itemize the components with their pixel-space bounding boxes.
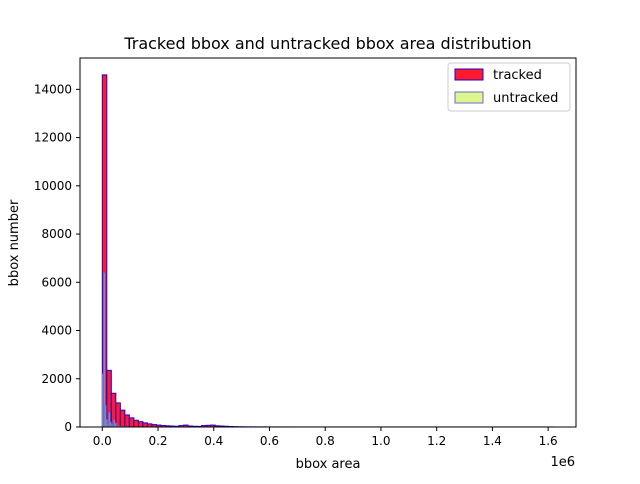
x-axis-scale-label: 1e6: [550, 455, 575, 470]
x-tick-label: 0.4: [204, 434, 223, 448]
legend-label-untracked: untracked: [493, 91, 558, 106]
x-tick-label: 0.0: [93, 434, 112, 448]
bar-tracked-4: [120, 410, 125, 427]
x-tick-label: 0.2: [148, 434, 167, 448]
x-tick-label: 1.2: [427, 434, 446, 448]
x-tick-label: 0.8: [316, 434, 335, 448]
bar-untracked-1: [104, 273, 105, 427]
y-tick-label: 6000: [41, 275, 72, 289]
bar-tracked-9: [143, 423, 148, 427]
y-axis-label: bbox number: [7, 199, 22, 286]
x-tick-label: 1.4: [483, 434, 502, 448]
x-tick-label: 1.0: [371, 434, 390, 448]
legend-swatch-tracked: [455, 69, 483, 80]
bar-tracked-6: [129, 418, 134, 427]
x-tick-label: 0.6: [260, 434, 279, 448]
bar-tracked-8: [138, 422, 143, 427]
y-tick-label: 12000: [34, 131, 72, 145]
legend-label-tracked: tracked: [493, 68, 542, 83]
x-tick-label: 1.6: [539, 434, 558, 448]
y-tick-label: 14000: [34, 82, 72, 96]
y-tick-label: 4000: [41, 324, 72, 338]
y-tick-label: 2000: [41, 372, 72, 386]
y-tick-label: 0: [64, 420, 72, 434]
y-tick-label: 10000: [34, 179, 72, 193]
x-axis-label: bbox area: [296, 457, 361, 472]
bar-tracked-7: [134, 420, 139, 427]
legend-swatch-untracked: [455, 92, 483, 103]
y-tick-label: 8000: [41, 227, 72, 241]
chart-title: Tracked bbox and untracked bbox area dis…: [123, 34, 531, 53]
legend: tracked untracked: [448, 63, 570, 111]
bar-tracked-5: [125, 415, 130, 427]
